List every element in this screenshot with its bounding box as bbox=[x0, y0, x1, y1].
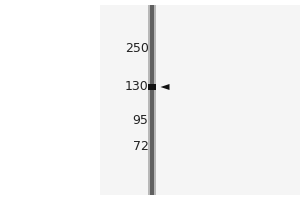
Text: 250: 250 bbox=[124, 43, 148, 55]
Bar bbox=[150, 5, 154, 195]
Text: 130: 130 bbox=[125, 80, 148, 94]
Text: 95: 95 bbox=[133, 114, 148, 127]
Polygon shape bbox=[160, 84, 169, 90]
Bar bbox=[148, 5, 156, 195]
Text: 72: 72 bbox=[133, 140, 148, 154]
Bar bbox=[148, 84, 156, 90]
Bar bbox=[100, 5, 300, 195]
